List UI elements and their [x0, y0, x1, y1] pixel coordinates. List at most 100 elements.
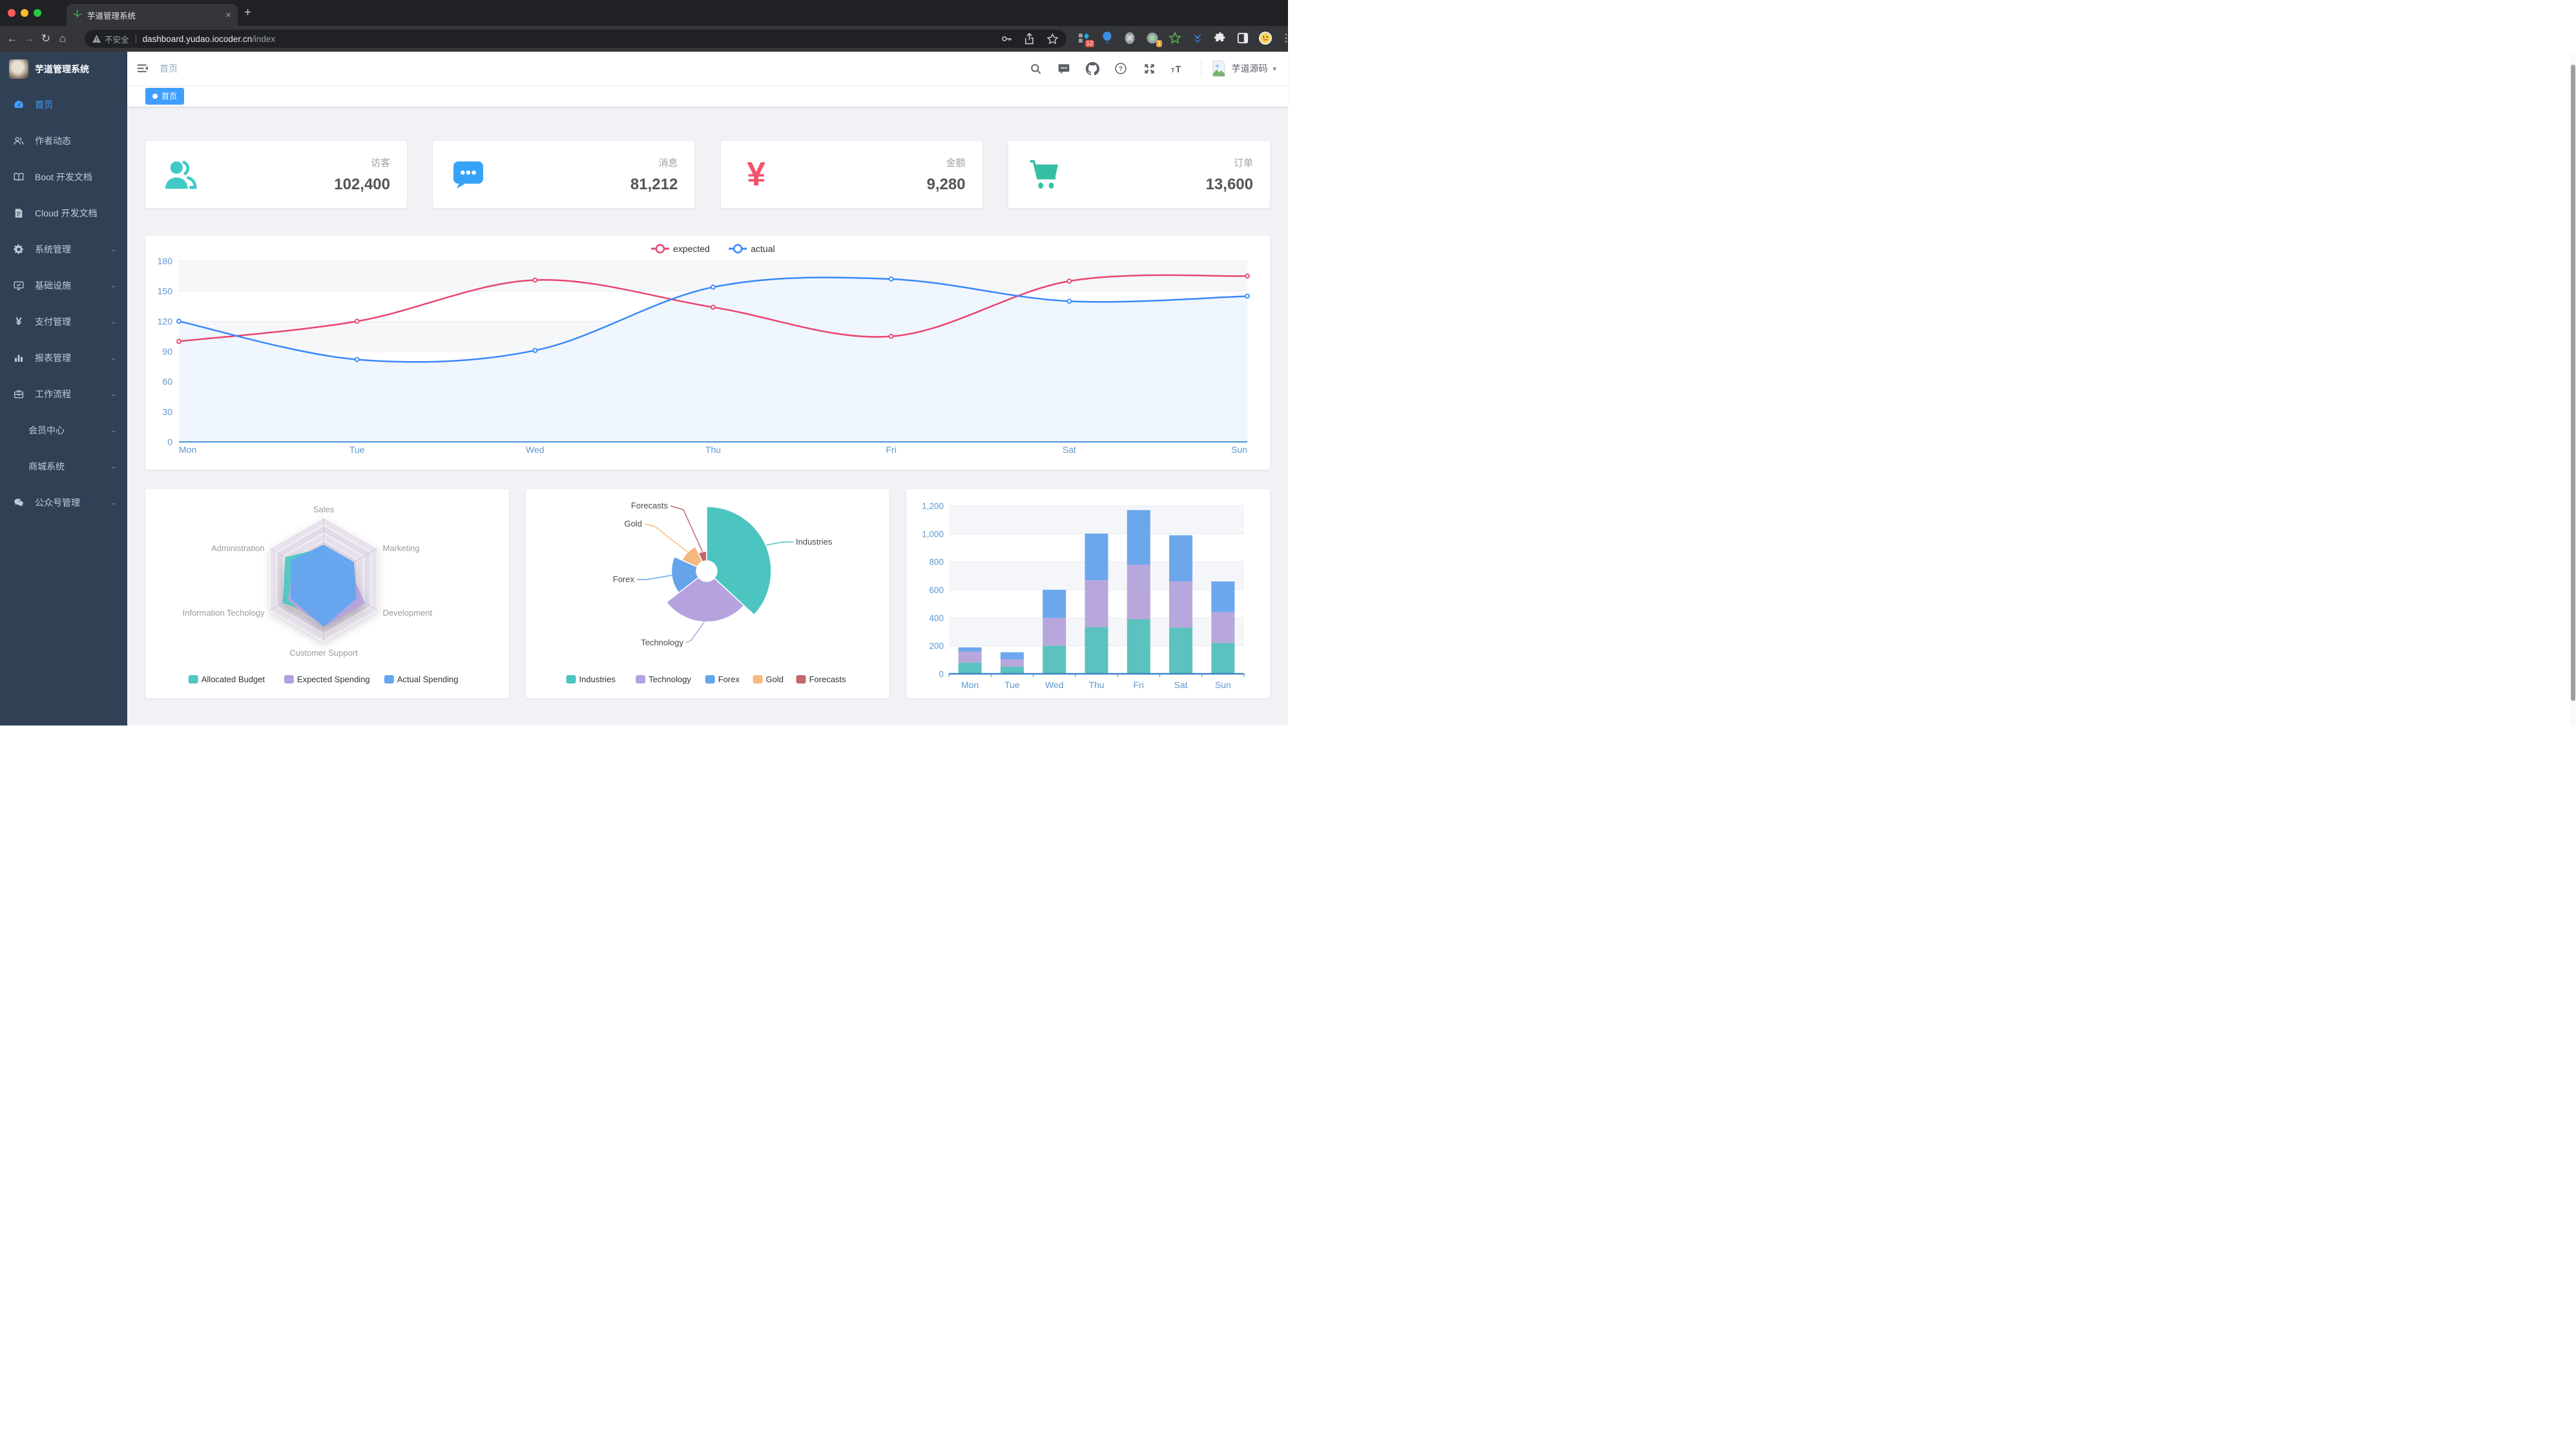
new-tab-button[interactable]: +: [244, 6, 252, 19]
svg-text:180: 180: [158, 256, 173, 266]
line-chart-card: 0 30 60 90 120 150 180 Mon Tue Wed Thu Fri Sat Sun exp…: [145, 236, 1270, 470]
search-icon[interactable]: [1028, 61, 1043, 76]
browser-tab-strip: 芋道管理系统 × +: [0, 0, 1288, 26]
sidebar-item-label: 支付管理: [35, 317, 71, 327]
window-zoom-button[interactable]: [34, 9, 41, 17]
side-panel-icon[interactable]: [1236, 31, 1250, 45]
sidebar-item-boot-docs[interactable]: Boot 开发文档: [0, 159, 127, 195]
window-close-button[interactable]: [8, 9, 16, 17]
sidebar-item-reports[interactable]: 报表管理 ⌄: [0, 340, 127, 376]
message-bubble-icon: [450, 158, 487, 191]
sidebar-item-label: 首页: [35, 99, 53, 110]
sidebar-item-label: Cloud 开发文档: [35, 208, 98, 218]
sidebar-logo[interactable]: 芋道管理系统: [0, 52, 127, 87]
tag-active-dot: [152, 93, 158, 99]
svg-text:Fri: Fri: [1134, 680, 1144, 690]
svg-text:Gold: Gold: [625, 519, 642, 528]
extension-3-icon[interactable]: ⌘: [1123, 31, 1137, 45]
extensions-puzzle-icon[interactable]: [1213, 31, 1227, 45]
stat-value: 13,600: [1205, 175, 1253, 193]
svg-text:Gold: Gold: [766, 674, 784, 684]
breadcrumb[interactable]: 首页: [160, 63, 178, 74]
chevron-down-icon: ⌄: [110, 426, 117, 434]
address-bar[interactable]: 不安全 dashboard.yudao.iocoder.cn/index: [85, 30, 1066, 48]
extension-5-icon[interactable]: [1168, 31, 1182, 45]
sidebar-item-member[interactable]: 会员中心 ⌄: [0, 412, 127, 448]
forward-icon[interactable]: →: [23, 32, 35, 45]
home-icon[interactable]: ⌂: [59, 32, 67, 45]
stat-value: 9,280: [926, 175, 966, 193]
security-warning[interactable]: 不安全: [92, 33, 129, 45]
sidebar: 芋道管理系统 首页 作者动态 Boot 开发文档: [0, 52, 127, 725]
github-icon[interactable]: [1085, 61, 1100, 76]
stat-card-messages[interactable]: 消息 81,212: [433, 141, 695, 208]
stat-card-amount[interactable]: ¥ 金额 9,280: [720, 141, 982, 208]
sidebar-item-author[interactable]: 作者动态: [0, 123, 127, 159]
user-menu[interactable]: 芋道源码 ▾: [1201, 60, 1276, 77]
gear-icon: [13, 244, 25, 255]
svg-text:Sun: Sun: [1231, 444, 1247, 455]
sidebar-item-home[interactable]: 首页: [0, 87, 127, 123]
svg-text:Forecasts: Forecasts: [809, 674, 847, 684]
extension-1-icon[interactable]: 12: [1077, 31, 1094, 47]
svg-text:Administration: Administration: [211, 543, 264, 553]
svg-text:Sales: Sales: [313, 505, 335, 514]
extension-4-icon[interactable]: 1: [1145, 31, 1162, 47]
back-icon[interactable]: ←: [6, 32, 18, 45]
key-icon[interactable]: [1001, 33, 1012, 45]
radar-chart: Sales Marketing Development Customer Suppor…: [183, 505, 459, 684]
window-controls[interactable]: [8, 9, 41, 17]
warning-triangle-icon: [92, 35, 101, 43]
svg-text:⌘: ⌘: [1127, 35, 1134, 43]
profile-avatar-icon[interactable]: [1258, 31, 1272, 45]
monitor-icon: [13, 280, 25, 291]
bar-chart-card: 0 200 400 600 800 1,000 1,200 Mon Tue Wed Thu Fri Sa…: [906, 489, 1270, 698]
reload-icon[interactable]: ↻: [41, 32, 51, 45]
pie-chart: Industries Technology Forex Gold Forecasts In…: [566, 501, 847, 684]
sidebar-item-infra[interactable]: 基础设施 ⌄: [0, 267, 127, 304]
svg-text:actual: actual: [751, 244, 774, 254]
svg-text:Fri: Fri: [886, 444, 897, 455]
svg-text:?: ?: [1119, 66, 1123, 73]
svg-text:Thu: Thu: [705, 444, 721, 455]
bookmark-star-icon[interactable]: [1046, 32, 1059, 45]
svg-text:Wed: Wed: [1045, 680, 1064, 690]
chevron-down-icon: ⌄: [110, 499, 117, 506]
tag-home[interactable]: 首页: [145, 87, 185, 105]
chevron-down-icon: ⌄: [110, 318, 117, 326]
sidebar-item-workflow[interactable]: 工作流程 ⌄: [0, 376, 127, 412]
help-icon[interactable]: ?: [1113, 61, 1128, 76]
message-icon[interactable]: [1056, 61, 1072, 76]
fullscreen-icon[interactable]: [1141, 61, 1157, 76]
extension-2-icon[interactable]: [1100, 31, 1114, 45]
sidebar-item-mall[interactable]: 商城系统 ⌄: [0, 448, 127, 485]
page-scrollbar[interactable]: [2570, 52, 2576, 725]
window-minimize-button[interactable]: [21, 9, 28, 17]
sidebar-item-system[interactable]: 系统管理 ⌄: [0, 231, 127, 267]
svg-text:Actual Spending: Actual Spending: [397, 674, 459, 684]
sidebar-item-cloud-docs[interactable]: Cloud 开发文档: [0, 195, 127, 231]
scrollbar-thumb[interactable]: [2571, 65, 2575, 701]
chrome-menu-icon[interactable]: ⋮: [1281, 33, 1291, 44]
svg-text:Development: Development: [383, 608, 433, 618]
cart-icon: [1025, 158, 1063, 191]
stat-label: 访客: [370, 157, 390, 169]
svg-text:Sun: Sun: [1215, 680, 1231, 690]
tab-close-icon[interactable]: ×: [225, 9, 231, 21]
svg-text:expected: expected: [673, 244, 710, 254]
browser-tab[interactable]: 芋道管理系统 ×: [67, 4, 238, 26]
dashboard-icon: [13, 99, 25, 110]
sidebar-item-label: Boot 开发文档: [35, 172, 92, 182]
sidebar-item-wechat[interactable]: 公众号管理 ⌄: [0, 485, 127, 521]
svg-text:Tue: Tue: [1004, 680, 1020, 690]
stat-card-visitors[interactable]: 访客 102,400: [145, 141, 407, 208]
sidebar-item-payment[interactable]: ¥ 支付管理 ⌄: [0, 304, 127, 340]
share-icon[interactable]: [1024, 32, 1035, 45]
svg-text:Information Techology: Information Techology: [183, 608, 265, 618]
stat-card-orders[interactable]: 订单 13,600: [1008, 141, 1270, 208]
stat-value: 81,212: [630, 175, 678, 193]
extension-6-icon[interactable]: [1190, 31, 1205, 45]
sidebar-toggle-icon[interactable]: [127, 52, 158, 85]
